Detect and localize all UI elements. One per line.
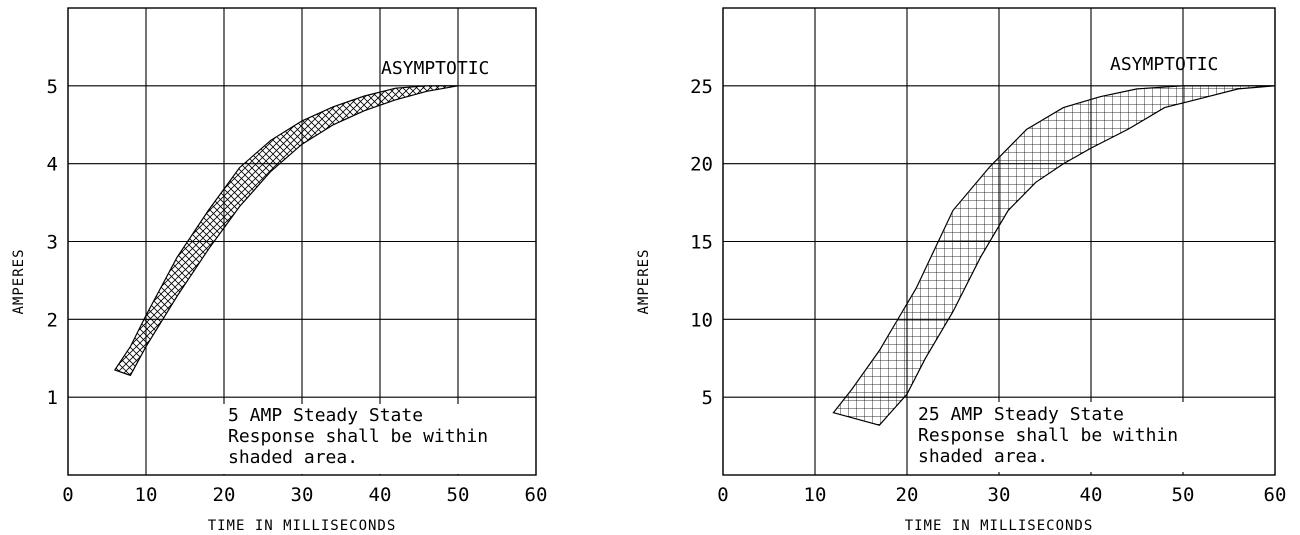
y-tick-label: 20: [690, 154, 713, 176]
y-tick-label: 5: [702, 387, 713, 409]
note-line-1: 5 AMP Steady State: [228, 405, 423, 426]
y-tick-label: 10: [690, 309, 713, 331]
note-line-1: 25 AMP Steady State: [918, 404, 1124, 425]
x-tick-label: 10: [135, 484, 158, 506]
y-tick-label: 5: [47, 76, 58, 98]
x-tick-label: 10: [804, 484, 827, 506]
x-tick-labels: 0 10 20 30 40 50 60: [62, 484, 547, 506]
x-tick-label: 0: [62, 484, 73, 506]
x-tick-label: 40: [369, 484, 392, 506]
y-tick-label: 1: [47, 387, 58, 409]
x-tick-label: 30: [291, 484, 314, 506]
note-line-3: shaded area.: [228, 447, 358, 468]
y-tick-label: 15: [690, 232, 713, 254]
x-tick-label: 60: [1264, 484, 1287, 506]
x-tick-label: 20: [896, 484, 919, 506]
y-axis-label: AMPERES: [636, 248, 652, 314]
asymptotic-annotation: ASYMPTOTIC: [381, 58, 489, 79]
x-axis-label: TIME IN MILLISECONDS: [905, 518, 1094, 534]
y-tick-labels: 5 10 15 20 25: [690, 76, 713, 409]
response-band: [113, 85, 459, 377]
x-tick-labels: 0 10 20 30 40 50 60: [717, 484, 1286, 506]
plot-frame: [722, 7, 1276, 476]
y-axis-label: AMPERES: [11, 248, 27, 314]
x-tick-label: 40: [1080, 484, 1103, 506]
plot-frame: [67, 7, 537, 476]
note-line-2: Response shall be within: [228, 426, 488, 447]
x-tick-label: 50: [1172, 484, 1195, 506]
x-tick-label: 60: [525, 484, 548, 506]
response-band: [832, 85, 1276, 426]
note-background: [910, 402, 1275, 472]
y-tick-label: 2: [47, 309, 58, 331]
x-axis-label: TIME IN MILLISECONDS: [208, 518, 397, 534]
asymptotic-annotation: ASYMPTOTIC: [1110, 54, 1218, 75]
note-line-3: shaded area.: [918, 446, 1048, 467]
x-tick-label: 50: [447, 484, 470, 506]
x-tick-label: 30: [988, 484, 1011, 506]
chart-5-amp: 0 10 20 30 40 50 60 1 2 3 4 5 TIME IN MILLISECONDS…: [11, 7, 547, 534]
y-tick-labels: 1 2 3 4 5: [47, 76, 58, 409]
x-tick-label: 20: [213, 484, 236, 506]
y-tick-label: 4: [47, 154, 58, 176]
y-tick-label: 25: [690, 76, 713, 98]
chart-25-amp: 0 10 20 30 40 50 60 5 10 15 20 25 TIME IN MILLISEC…: [636, 7, 1286, 534]
note-background: [222, 404, 534, 474]
y-tick-label: 3: [47, 232, 58, 254]
x-tick-label: 0: [717, 484, 728, 506]
note-line-2: Response shall be within: [918, 425, 1178, 446]
